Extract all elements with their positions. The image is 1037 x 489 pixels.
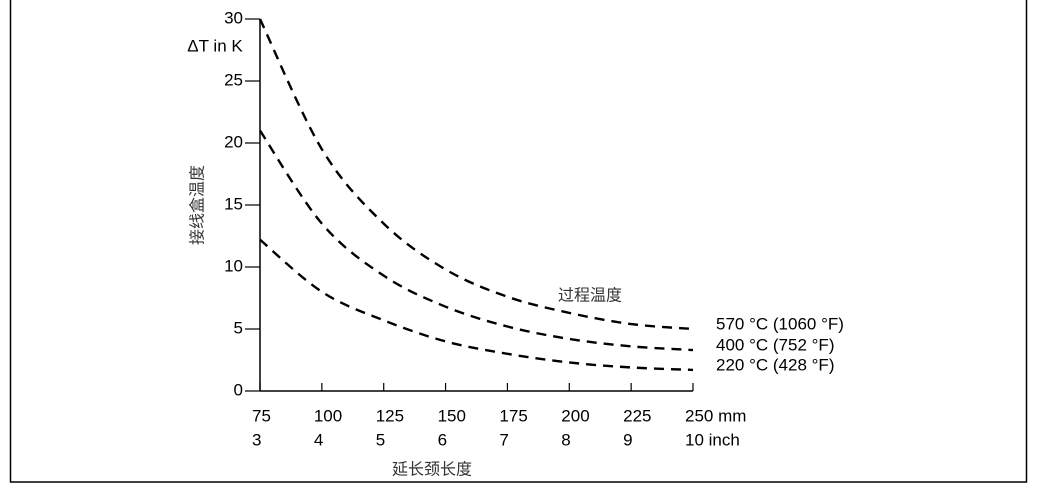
y-tick-label: 0 bbox=[234, 380, 243, 399]
series-label: 400 °C (752 °F) bbox=[716, 336, 834, 355]
y-tick-label: 30 bbox=[224, 8, 243, 27]
x-tick-label: 225 bbox=[623, 406, 651, 425]
x-tick-label: 150 bbox=[438, 406, 466, 425]
x-tick-label: 250 mm bbox=[685, 406, 746, 425]
y-tick-label: 20 bbox=[224, 132, 243, 151]
y-tick-label: 5 bbox=[234, 318, 243, 337]
series-line bbox=[258, 18, 694, 331]
series-label: 570 °C (1060 °F) bbox=[716, 314, 844, 333]
y-tick-label: 10 bbox=[224, 256, 243, 275]
x-tick-label: 175 bbox=[499, 406, 527, 425]
series-line bbox=[259, 238, 694, 372]
x2-tick-label: 4 bbox=[314, 430, 323, 449]
y-axis-label: 接线盒温度 bbox=[188, 165, 207, 245]
x2-tick-label: 3 bbox=[252, 430, 261, 449]
y-tick-label: 15 bbox=[224, 194, 243, 213]
x2-tick-label: 7 bbox=[499, 430, 508, 449]
x2-tick-label: 8 bbox=[561, 430, 570, 449]
x-tick-label: 125 bbox=[376, 406, 404, 425]
x-tick-label: 200 bbox=[561, 406, 589, 425]
x-tick-label: 100 bbox=[314, 406, 342, 425]
x2-tick-label: 10 inch bbox=[685, 430, 740, 449]
series-label: 220 °C (428 °F) bbox=[716, 355, 834, 374]
x-axis-label: 延长颈长度 bbox=[392, 460, 472, 479]
x-tick-label: 75 bbox=[252, 406, 271, 425]
y-tick-label: 25 bbox=[224, 70, 243, 89]
frame bbox=[9, 0, 1028, 483]
y-unit-label: ΔT in K bbox=[187, 36, 243, 55]
series-line bbox=[259, 129, 694, 352]
x2-tick-label: 9 bbox=[623, 430, 632, 449]
annotation: 过程温度 bbox=[558, 286, 622, 305]
x2-tick-label: 5 bbox=[376, 430, 385, 449]
x2-tick-label: 6 bbox=[438, 430, 447, 449]
